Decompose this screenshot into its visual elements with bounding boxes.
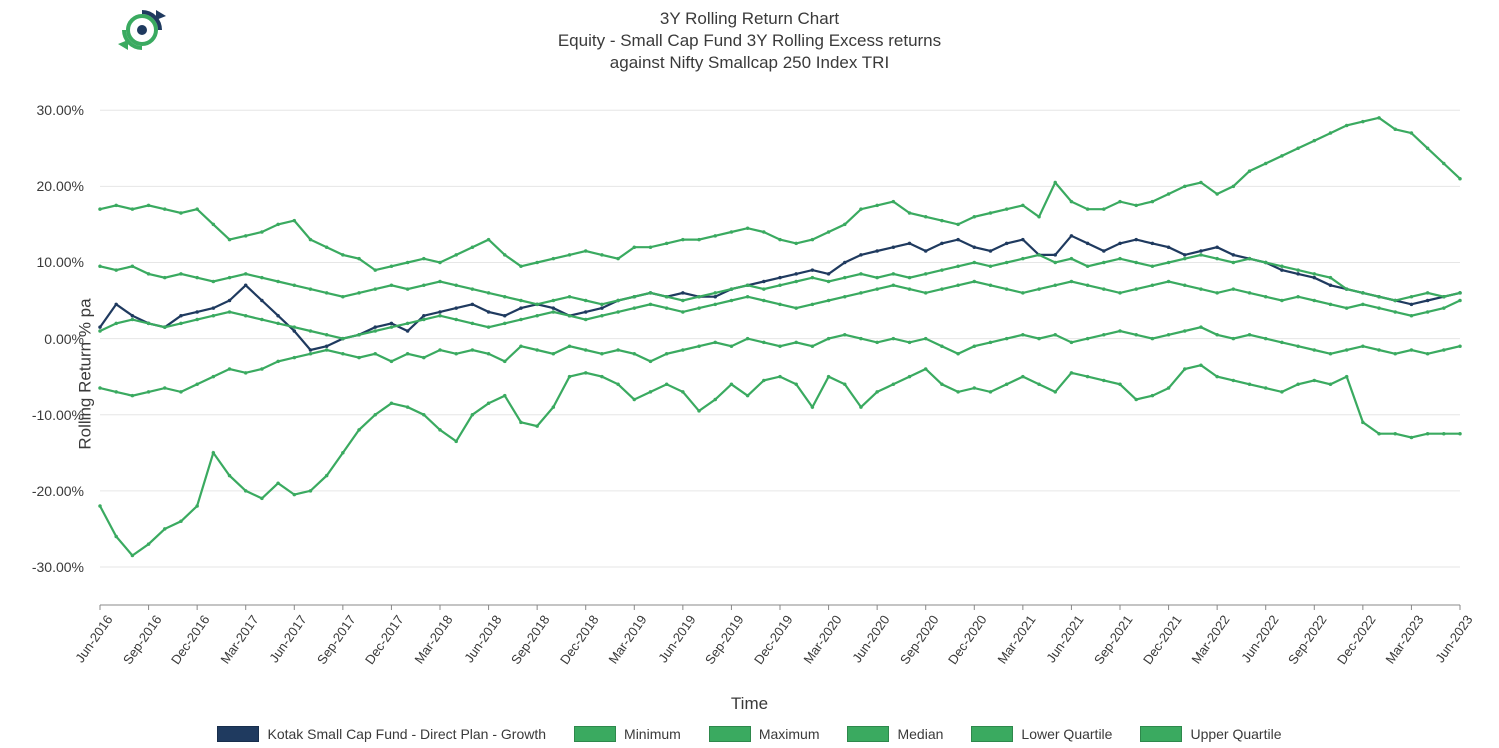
x-tick-label: Sep-2018: [508, 612, 553, 667]
y-tick-label: -10.00%: [32, 407, 84, 423]
x-tick-label: Jun-2016: [72, 612, 115, 665]
x-tick-label: Sep-2017: [314, 612, 359, 667]
brand-logo: [118, 6, 178, 59]
x-tick-label: Mar-2022: [1189, 612, 1233, 666]
chart-plot-area: -30.00%-20.00%-10.00%0.00%10.00%20.00%30…: [90, 90, 1470, 610]
y-tick-label: 10.00%: [37, 254, 84, 270]
x-tick-label: Sep-2021: [1091, 612, 1136, 667]
x-tick-label: Dec-2019: [751, 612, 796, 667]
x-tick-label: Jun-2022: [1238, 612, 1281, 665]
legend-item: Upper Quartile: [1140, 726, 1281, 742]
chart-legend: Kotak Small Cap Fund - Direct Plan - Gro…: [0, 726, 1499, 742]
legend-item: Minimum: [574, 726, 681, 742]
x-tick-label: Mar-2021: [994, 612, 1038, 666]
legend-label: Median: [897, 726, 943, 742]
x-tick-label: Jun-2020: [849, 612, 892, 665]
legend-item: Maximum: [709, 726, 820, 742]
x-tick-label: Dec-2022: [1334, 612, 1379, 667]
x-tick-label: Dec-2017: [362, 612, 407, 667]
legend-item: Median: [847, 726, 943, 742]
y-tick-label: 20.00%: [37, 178, 84, 194]
title-line-3: against Nifty Smallcap 250 Index TRI: [0, 52, 1499, 74]
legend-label: Maximum: [759, 726, 820, 742]
x-tick-label: Mar-2020: [800, 612, 844, 666]
x-tick-label: Jun-2018: [461, 612, 504, 665]
x-tick-label: Sep-2019: [702, 612, 747, 667]
legend-item: Kotak Small Cap Fund - Direct Plan - Gro…: [217, 726, 546, 742]
legend-item: Lower Quartile: [971, 726, 1112, 742]
x-tick-label: Sep-2022: [1285, 612, 1330, 667]
x-tick-label: Dec-2020: [945, 612, 990, 667]
legend-swatch: [847, 726, 889, 742]
legend-label: Upper Quartile: [1190, 726, 1281, 742]
x-tick-label: Sep-2020: [897, 612, 942, 667]
x-tick-label: Jun-2021: [1044, 612, 1087, 665]
legend-label: Kotak Small Cap Fund - Direct Plan - Gro…: [267, 726, 546, 742]
legend-swatch: [1140, 726, 1182, 742]
y-tick-label: -30.00%: [32, 559, 84, 575]
x-tick-label: Mar-2019: [606, 612, 650, 666]
x-tick-label: Sep-2016: [119, 612, 164, 667]
x-tick-label: Mar-2018: [411, 612, 455, 666]
x-axis-label: Time: [731, 694, 768, 714]
legend-swatch: [971, 726, 1013, 742]
legend-swatch: [574, 726, 616, 742]
x-tick-label: Jun-2019: [655, 612, 698, 665]
y-tick-label: -20.00%: [32, 483, 84, 499]
x-tick-label: Dec-2016: [168, 612, 213, 667]
x-tick-label: Jun-2023: [1432, 612, 1475, 665]
y-tick-label: 30.00%: [37, 102, 84, 118]
x-tick-label: Mar-2023: [1383, 612, 1427, 666]
y-tick-label: 0.00%: [44, 331, 84, 347]
x-tick-label: Dec-2021: [1140, 612, 1185, 667]
title-line-1: 3Y Rolling Return Chart: [0, 8, 1499, 30]
chart-container: 3Y Rolling Return Chart Equity - Small C…: [0, 0, 1499, 748]
legend-label: Minimum: [624, 726, 681, 742]
title-line-2: Equity - Small Cap Fund 3Y Rolling Exces…: [0, 30, 1499, 52]
legend-label: Lower Quartile: [1021, 726, 1112, 742]
x-tick-label: Dec-2018: [557, 612, 602, 667]
legend-swatch: [217, 726, 259, 742]
x-tick-label: Jun-2017: [266, 612, 309, 665]
chart-title: 3Y Rolling Return Chart Equity - Small C…: [0, 0, 1499, 74]
x-tick-label: Mar-2017: [217, 612, 261, 666]
legend-swatch: [709, 726, 751, 742]
